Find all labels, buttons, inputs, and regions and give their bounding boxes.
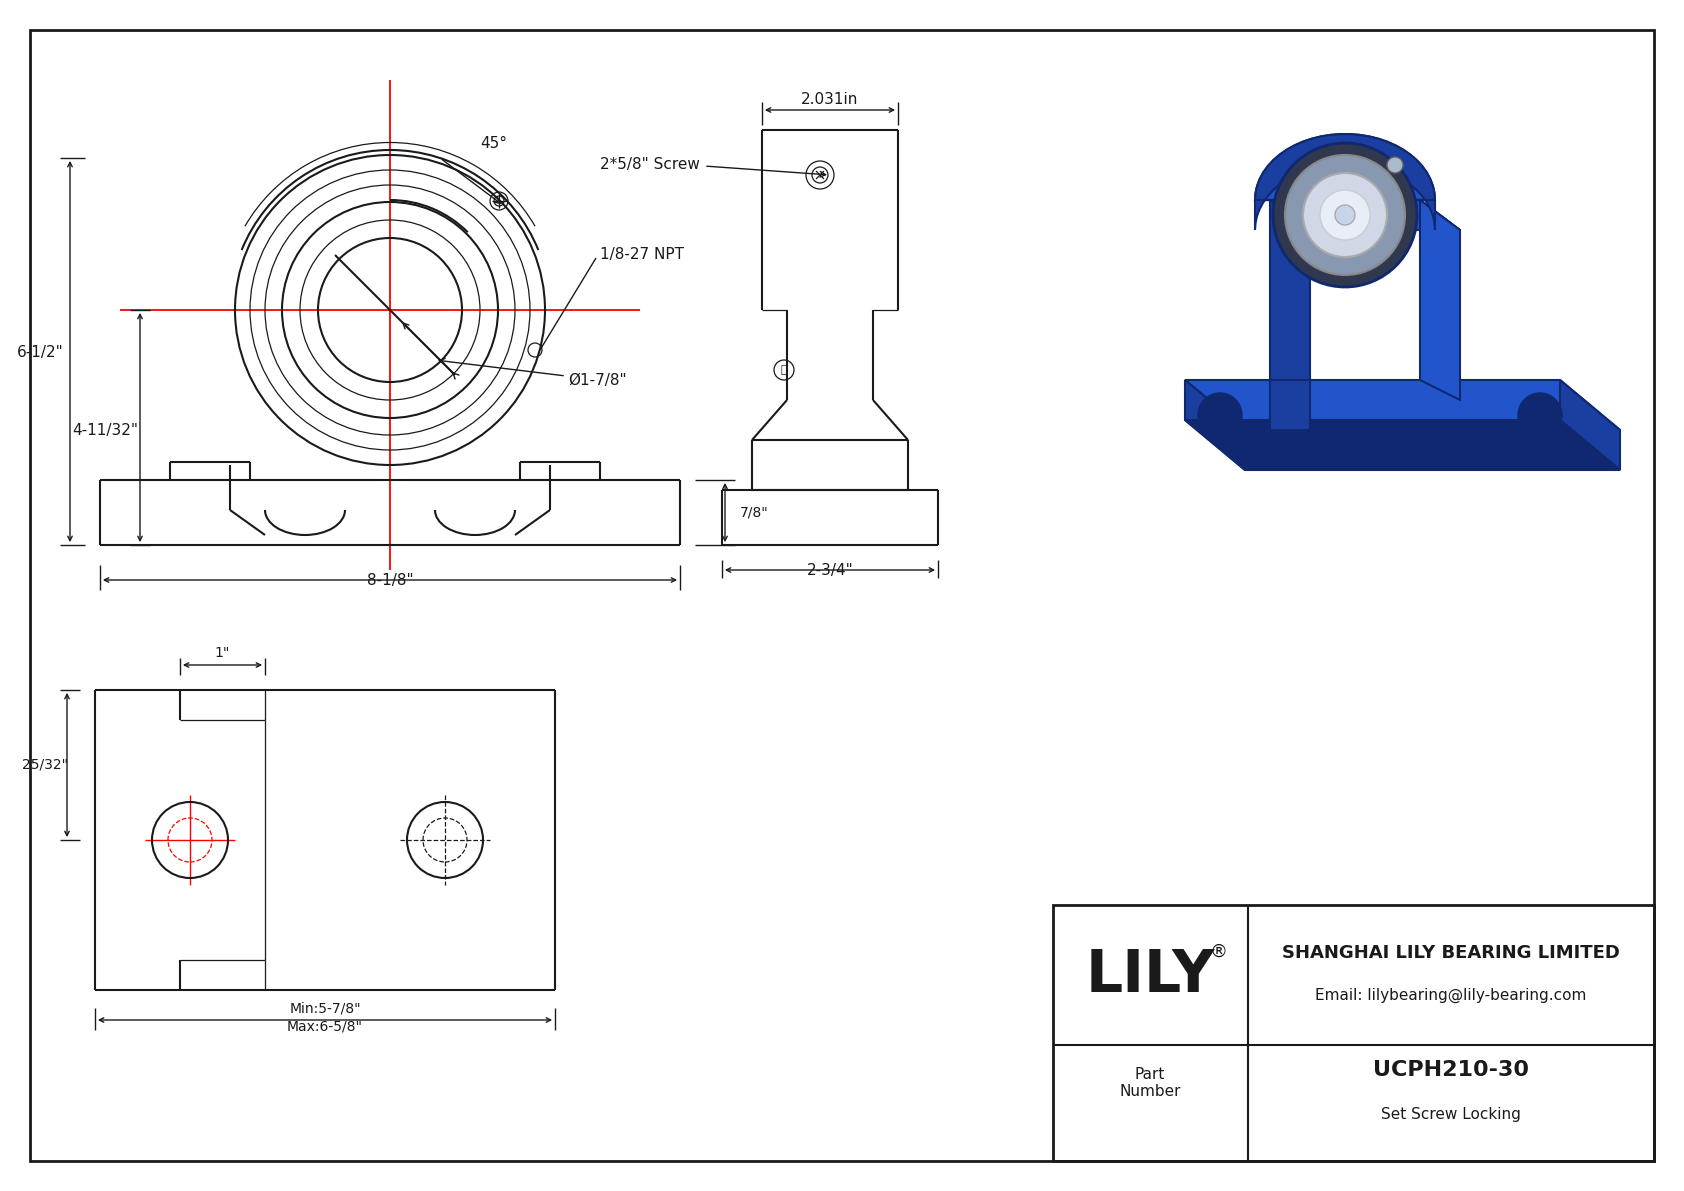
Circle shape (1517, 393, 1563, 437)
Bar (1052, 905, 1654, 1161)
Circle shape (1388, 157, 1403, 173)
Text: 7/8": 7/8" (739, 505, 770, 519)
Polygon shape (1186, 420, 1620, 470)
Text: Ø1-7/8": Ø1-7/8" (568, 373, 626, 387)
Polygon shape (1559, 380, 1620, 470)
Text: Set Screw Locking: Set Screw Locking (1381, 1108, 1521, 1122)
Text: ®: ® (1211, 943, 1228, 961)
Circle shape (1197, 393, 1243, 437)
Polygon shape (1186, 380, 1620, 430)
Circle shape (1273, 143, 1416, 287)
Polygon shape (1255, 135, 1435, 230)
Text: 2*5/8" Screw: 2*5/8" Screw (600, 157, 701, 173)
Text: 4-11/32": 4-11/32" (72, 423, 138, 437)
Text: 2.031in: 2.031in (802, 93, 859, 107)
Text: LILY: LILY (1084, 947, 1214, 1004)
Text: 45°: 45° (480, 136, 507, 150)
Polygon shape (1270, 380, 1310, 430)
Text: Email: lilybearing@lily-bearing.com: Email: lilybearing@lily-bearing.com (1315, 987, 1586, 1003)
Polygon shape (1420, 200, 1460, 400)
Polygon shape (1186, 380, 1244, 470)
Text: UCPH210-30: UCPH210-30 (1372, 1060, 1529, 1080)
Text: SHANGHAI LILY BEARING LIMITED: SHANGHAI LILY BEARING LIMITED (1282, 944, 1620, 962)
Polygon shape (1270, 200, 1460, 230)
Text: 1/8-27 NPT: 1/8-27 NPT (600, 248, 684, 262)
Circle shape (1335, 205, 1356, 225)
Circle shape (1320, 191, 1371, 241)
Text: 2-3/4": 2-3/4" (807, 562, 854, 578)
Polygon shape (1270, 200, 1310, 380)
Text: 25/32": 25/32" (22, 757, 67, 772)
Text: 1": 1" (214, 646, 229, 660)
Text: Max:6-5/8": Max:6-5/8" (286, 1019, 364, 1033)
Text: Ⓢ: Ⓢ (781, 364, 788, 375)
Text: 6-1/2": 6-1/2" (17, 344, 64, 360)
Text: Min:5-7/8": Min:5-7/8" (290, 1000, 360, 1015)
Circle shape (1285, 155, 1404, 275)
Text: Part
Number: Part Number (1120, 1067, 1180, 1099)
Polygon shape (1255, 135, 1435, 200)
Text: 8-1/8": 8-1/8" (367, 573, 413, 587)
Circle shape (1303, 173, 1388, 257)
